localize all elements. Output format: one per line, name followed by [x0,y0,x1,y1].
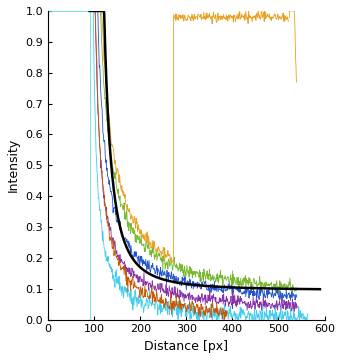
X-axis label: Distance [px]: Distance [px] [144,340,228,353]
Y-axis label: Intensity: Intensity [7,138,20,192]
